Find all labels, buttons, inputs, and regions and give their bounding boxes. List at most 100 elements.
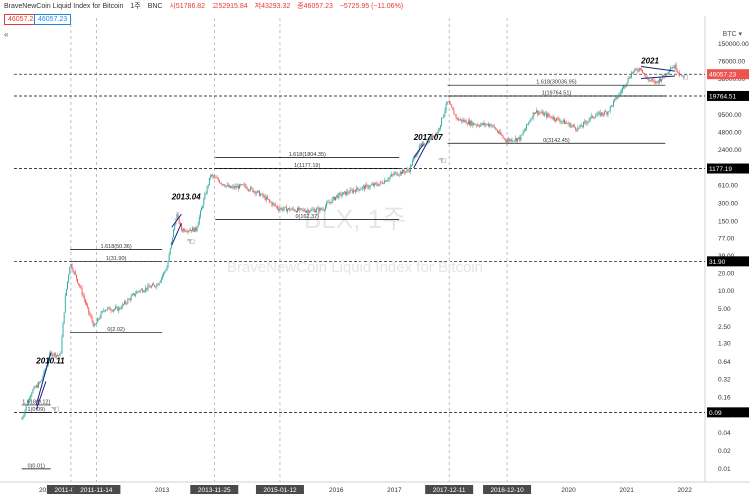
candle-body	[434, 135, 436, 137]
candle-body	[551, 118, 553, 119]
candle-body	[87, 304, 89, 308]
candle-body	[368, 187, 370, 189]
candle-body	[453, 109, 455, 115]
candle-body	[94, 323, 96, 325]
candle-body	[550, 116, 552, 119]
x-tick-label: 2021	[619, 487, 634, 494]
candle-body	[223, 184, 225, 186]
candle-body	[116, 307, 118, 308]
candle-body	[83, 296, 85, 300]
candle-body	[202, 206, 204, 208]
trend-line	[413, 140, 429, 169]
candle-body	[359, 189, 361, 191]
candle-body	[653, 80, 655, 81]
candle-body	[549, 115, 551, 117]
candle-body	[413, 157, 415, 161]
candle-body	[129, 298, 131, 301]
price-marker-label: 19764.51	[709, 93, 736, 100]
candle-body	[192, 227, 194, 232]
symbol-title[interactable]: BraveNewCoin Liquid Index for Bitcoin	[4, 3, 124, 10]
candle-body	[499, 131, 501, 134]
candle-body	[641, 69, 642, 71]
candle-body	[197, 223, 199, 228]
candle-body	[569, 122, 571, 128]
candle-body	[249, 190, 250, 191]
candle-body	[245, 186, 247, 189]
candle-body	[429, 138, 431, 140]
candle-body	[282, 208, 284, 211]
candle-body	[323, 209, 325, 211]
candle-body	[314, 210, 316, 213]
candle-body	[336, 195, 338, 197]
candle-body	[500, 131, 502, 135]
candle-body	[22, 416, 24, 419]
candle-body	[466, 123, 468, 125]
candle-body	[571, 125, 573, 127]
candle-body	[204, 194, 206, 200]
candle-body	[594, 117, 596, 119]
candle-body	[300, 208, 302, 209]
candle-body	[68, 274, 70, 282]
candle-body	[459, 119, 460, 121]
candle-body	[405, 171, 407, 173]
candle-body	[538, 112, 540, 115]
candle-body	[451, 104, 453, 108]
candle-body	[158, 282, 160, 286]
candle-body	[126, 303, 128, 304]
candle-body	[585, 121, 587, 123]
candle-body	[338, 193, 340, 198]
candle-body	[173, 229, 175, 238]
candle-body	[636, 69, 638, 71]
candle-body	[40, 381, 42, 383]
candle-body	[532, 112, 534, 119]
candle-body	[277, 206, 278, 209]
candle-body	[360, 188, 362, 190]
candle-body	[578, 127, 580, 129]
x-tick-highlight-box	[46, 485, 95, 494]
open-value: 시51786.82	[169, 3, 206, 10]
candle-body	[156, 284, 158, 288]
y-tick-label: 2.50	[718, 324, 731, 331]
candle-body	[546, 113, 548, 118]
candle-body	[269, 199, 271, 202]
collapse-chevron-icon[interactable]: «	[4, 30, 9, 39]
candle-body	[580, 125, 582, 127]
candle-body	[608, 110, 610, 112]
candle-body	[495, 129, 497, 131]
candle-body	[568, 122, 570, 125]
currency-selector[interactable]: BTC ▾	[722, 31, 742, 38]
candle-body	[237, 186, 239, 189]
candle-body	[221, 183, 223, 185]
candle-body	[228, 186, 230, 188]
candle-body	[166, 267, 168, 271]
candle-body	[63, 312, 65, 323]
candle-body	[404, 171, 406, 173]
candle-body	[400, 171, 402, 174]
candle-body	[309, 211, 311, 213]
candle-body	[252, 188, 254, 193]
candle-body	[81, 287, 83, 295]
candle-body	[488, 124, 489, 127]
candle-body	[622, 88, 623, 92]
candle-body	[43, 370, 45, 377]
candle-body	[211, 174, 213, 177]
candle-body	[403, 169, 405, 172]
high-value: 고52915.84	[212, 3, 248, 10]
interval-label[interactable]: 1주	[130, 3, 141, 10]
candle-body	[236, 186, 238, 188]
candle-body	[677, 72, 679, 73]
candle-body	[389, 176, 391, 178]
candle-body	[543, 113, 545, 116]
candle-body	[243, 184, 245, 185]
candle-body	[30, 395, 32, 400]
candle-body	[552, 117, 554, 119]
y-tick-label: 38000.00	[718, 76, 745, 83]
candle-body	[483, 123, 485, 125]
candle-body	[97, 318, 99, 323]
candle-body	[447, 101, 449, 102]
candle-body	[424, 145, 426, 146]
candle-body	[386, 180, 388, 182]
candle-body	[406, 169, 408, 172]
candle-body	[397, 175, 399, 176]
